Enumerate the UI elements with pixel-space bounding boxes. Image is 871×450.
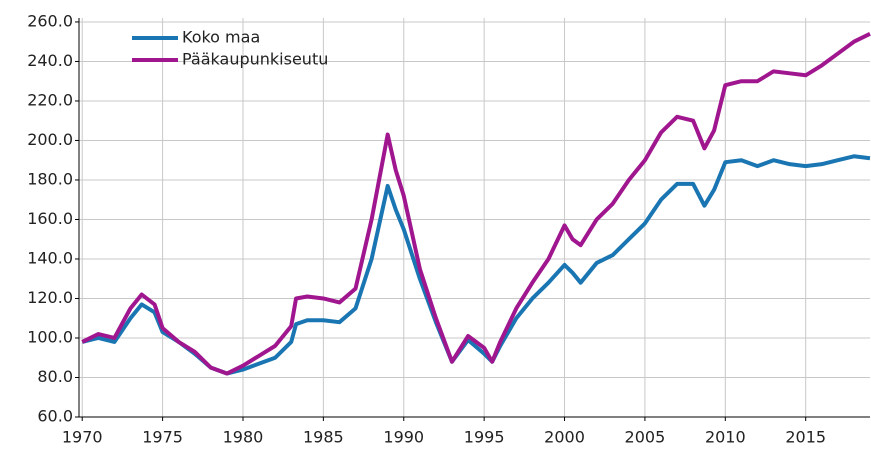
y-tick-label: 220.0 — [27, 90, 73, 109]
x-tick-label: 2010 — [705, 428, 746, 447]
y-tick-label: 240.0 — [27, 51, 73, 70]
legend-label: Koko maa — [182, 28, 260, 47]
x-tick-label: 2000 — [544, 428, 585, 447]
y-tick-label: 200.0 — [27, 130, 73, 149]
x-tick-label: 1980 — [223, 428, 264, 447]
y-tick-label: 120.0 — [27, 288, 73, 307]
x-tick-label: 2015 — [785, 428, 826, 447]
y-tick-label: 260.0 — [27, 11, 73, 30]
legend-label: Pääkaupunkiseutu — [182, 50, 328, 69]
x-tick-label: 1990 — [383, 428, 424, 447]
x-tick-label: 1975 — [142, 428, 183, 447]
y-tick-label: 160.0 — [27, 209, 73, 228]
series-line — [81, 32, 871, 376]
y-tick-label: 100.0 — [27, 327, 73, 346]
y-tick-label: 180.0 — [27, 169, 73, 188]
x-tick-label: 1995 — [464, 428, 505, 447]
y-tick-label: 60.0 — [37, 407, 73, 426]
y-tick-label: 80.0 — [37, 367, 73, 386]
x-tick-label: 1985 — [303, 428, 344, 447]
x-tick-label: 2005 — [625, 428, 666, 447]
y-tick-label: 140.0 — [27, 248, 73, 267]
x-tick-label: 1970 — [62, 428, 103, 447]
